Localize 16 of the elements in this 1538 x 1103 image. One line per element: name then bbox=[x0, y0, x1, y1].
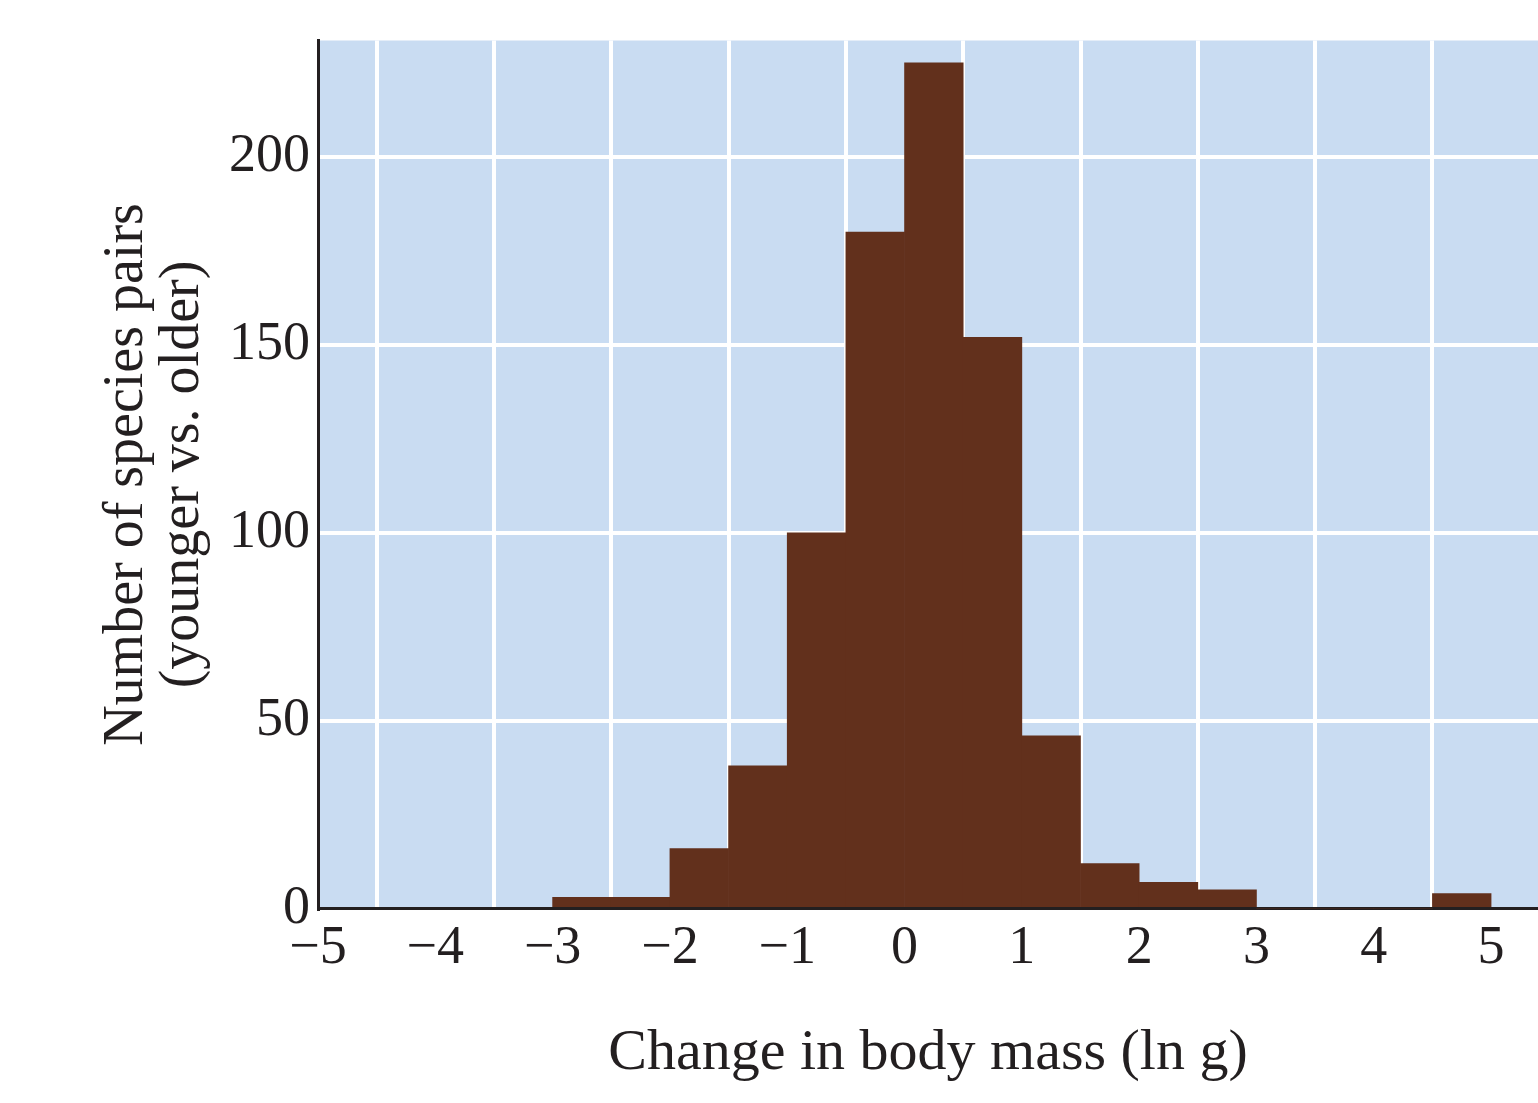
x-tick-label: 4 bbox=[1360, 915, 1388, 976]
y-tick-label: 100 bbox=[229, 498, 310, 559]
x-tick-label: 3 bbox=[1242, 915, 1270, 976]
y-tick-label: 150 bbox=[229, 311, 310, 372]
x-tick-label: 5 bbox=[1477, 915, 1505, 976]
x-axis-title: Change in body mass (ln g) bbox=[608, 1017, 1248, 1083]
x-tick-label: −4 bbox=[406, 915, 465, 976]
y-axis-title: Number of species pairs (younger vs. older) bbox=[91, 203, 211, 746]
x-tick-label: 0 bbox=[891, 915, 919, 976]
x-tick-label: 2 bbox=[1125, 915, 1153, 976]
x-tick-label: 1 bbox=[1008, 915, 1036, 976]
x-tick-label: −1 bbox=[758, 915, 816, 976]
y-tick-label: 200 bbox=[229, 123, 310, 184]
x-tick-label: −2 bbox=[641, 915, 699, 976]
y-tick-label: 50 bbox=[256, 686, 310, 747]
x-tick-label: −3 bbox=[523, 915, 582, 976]
